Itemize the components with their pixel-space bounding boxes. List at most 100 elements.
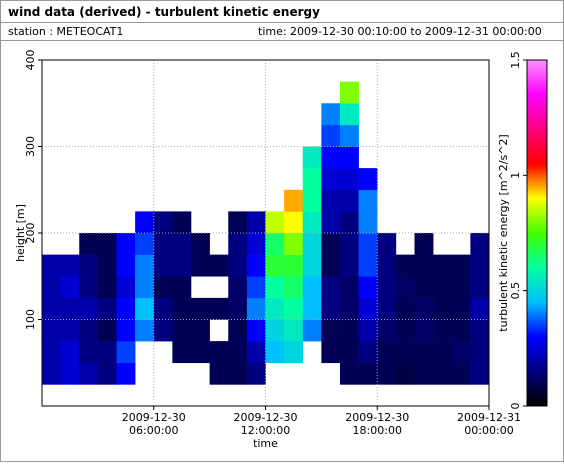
heat-cell bbox=[395, 362, 415, 385]
heat-cell bbox=[358, 254, 378, 277]
x-tick-label: 2009-12-30 18:00:00 bbox=[345, 411, 409, 437]
heat-cell bbox=[451, 276, 471, 299]
heat-cell bbox=[377, 362, 397, 385]
heat-cell bbox=[414, 362, 434, 385]
heat-cell bbox=[302, 168, 322, 191]
heat-cell bbox=[433, 297, 453, 320]
heat-cell bbox=[302, 276, 322, 299]
heat-cell bbox=[135, 254, 155, 277]
heat-cell bbox=[321, 103, 341, 126]
heat-cell bbox=[79, 319, 99, 342]
heat-cell bbox=[358, 362, 378, 385]
heat-cell bbox=[395, 341, 415, 364]
heat-cell bbox=[79, 362, 99, 385]
heat-cell bbox=[79, 233, 99, 255]
heat-cell bbox=[377, 233, 397, 255]
y-axis-label: height [m] bbox=[14, 204, 27, 262]
heat-cell bbox=[135, 233, 155, 255]
heat-cell bbox=[470, 319, 490, 342]
heat-cell bbox=[358, 189, 378, 212]
heat-cell bbox=[228, 297, 248, 320]
heat-cell bbox=[265, 276, 285, 299]
heat-cell bbox=[414, 341, 434, 364]
heat-cell bbox=[302, 297, 322, 320]
heat-cell bbox=[153, 276, 173, 299]
heat-cell bbox=[284, 189, 304, 212]
heat-cell bbox=[451, 254, 471, 277]
heat-cell bbox=[433, 341, 453, 364]
heat-cell bbox=[321, 146, 341, 169]
heat-cell bbox=[395, 276, 415, 299]
heat-cell bbox=[116, 341, 136, 364]
heat-cell bbox=[60, 276, 80, 299]
heat-cell bbox=[246, 319, 266, 342]
heat-cell bbox=[191, 254, 210, 277]
heat-cell bbox=[321, 124, 341, 147]
heat-cell bbox=[60, 297, 80, 320]
heat-cell bbox=[433, 254, 453, 277]
heat-cell bbox=[116, 297, 136, 320]
heat-cell bbox=[191, 233, 210, 255]
heat-cell bbox=[265, 319, 285, 342]
heat-cell bbox=[340, 189, 359, 212]
heat-cell bbox=[284, 233, 304, 255]
heat-cell bbox=[209, 297, 229, 320]
heat-cell bbox=[414, 297, 434, 320]
heat-cell bbox=[116, 276, 136, 299]
heat-cell bbox=[358, 276, 378, 299]
heat-cell bbox=[284, 319, 304, 342]
heat-cell bbox=[358, 297, 378, 320]
heat-cell bbox=[246, 297, 266, 320]
heat-cell bbox=[340, 276, 359, 299]
heat-cell bbox=[209, 254, 229, 277]
heat-cell bbox=[153, 233, 173, 255]
heat-cell bbox=[116, 254, 136, 277]
heat-cell bbox=[191, 319, 210, 342]
heat-cell bbox=[79, 341, 99, 364]
heat-cell bbox=[172, 319, 192, 342]
heat-cell bbox=[172, 341, 192, 364]
colorbar-tick-label: 0 bbox=[509, 403, 522, 410]
heat-cell bbox=[246, 276, 266, 299]
heat-cell bbox=[395, 319, 415, 342]
plot-frame bbox=[41, 59, 490, 407]
heat-cell bbox=[470, 254, 490, 277]
heat-cell bbox=[414, 276, 434, 299]
heat-cell bbox=[414, 254, 434, 277]
heat-cell bbox=[246, 211, 266, 234]
heat-cell bbox=[302, 319, 322, 342]
heat-cell bbox=[42, 276, 61, 299]
heat-cell bbox=[414, 233, 434, 255]
heat-cell bbox=[321, 189, 341, 212]
heat-cell bbox=[340, 319, 359, 342]
heat-cell bbox=[414, 319, 434, 342]
heat-cell bbox=[470, 362, 490, 385]
heat-cell bbox=[42, 254, 61, 277]
heat-cell bbox=[246, 341, 266, 364]
heat-cell bbox=[191, 297, 210, 320]
heat-cell bbox=[228, 276, 248, 299]
heat-cell bbox=[395, 254, 415, 277]
heat-cell bbox=[302, 189, 322, 212]
heat-cell bbox=[209, 341, 229, 364]
heat-cell bbox=[302, 233, 322, 255]
heat-cell bbox=[358, 233, 378, 255]
heat-cell bbox=[340, 124, 359, 147]
heat-cell bbox=[172, 276, 192, 299]
colorbar-tick-label: 1 bbox=[509, 172, 522, 179]
heat-cell bbox=[433, 276, 453, 299]
heat-cell bbox=[340, 211, 359, 234]
heat-cell bbox=[153, 254, 173, 277]
heat-cell bbox=[321, 276, 341, 299]
heat-cell bbox=[116, 362, 136, 385]
heat-cell bbox=[246, 233, 266, 255]
heat-cell bbox=[265, 297, 285, 320]
heat-cell bbox=[42, 362, 61, 385]
heat-cell bbox=[97, 341, 117, 364]
heat-cell bbox=[97, 276, 117, 299]
heat-cell bbox=[470, 276, 490, 299]
heat-cell bbox=[302, 146, 322, 169]
heat-cell bbox=[228, 319, 248, 342]
heat-cell bbox=[60, 362, 80, 385]
